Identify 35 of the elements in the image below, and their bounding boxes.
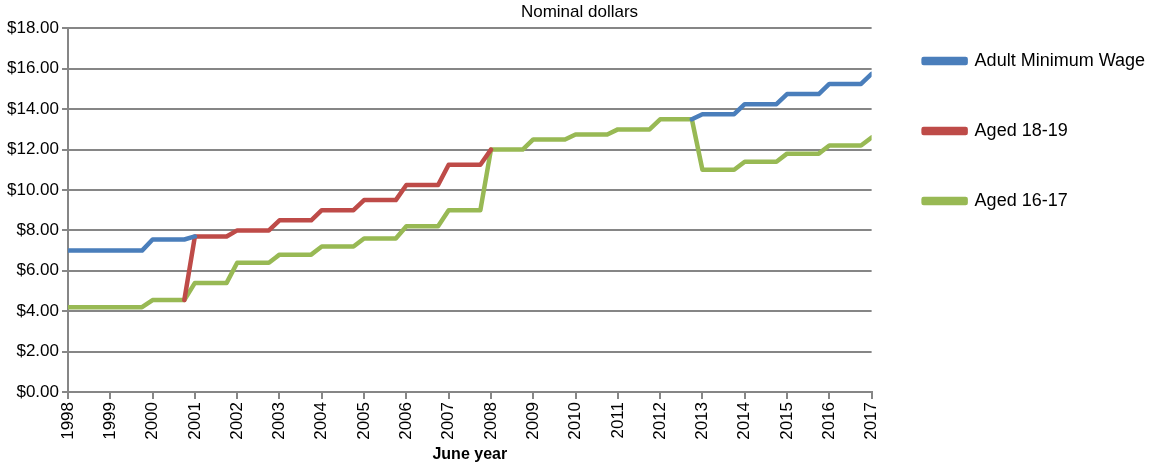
y-tick-label: $0.00: [16, 381, 59, 401]
x-tick-label: 2007: [438, 401, 458, 440]
x-tick-label: 2011: [607, 401, 627, 439]
x-tick-label: 2006: [396, 401, 416, 440]
y-tick-label: $16.00: [7, 58, 59, 78]
x-tick-label: 2013: [692, 401, 712, 440]
y-tick-label: $4.00: [16, 300, 59, 320]
x-tick-label: 2010: [565, 401, 585, 440]
x-tick-label: 2008: [480, 401, 500, 440]
x-tick-label: 2000: [142, 401, 162, 440]
x-tick-label: 1999: [99, 401, 119, 440]
y-tick-label: $6.00: [16, 260, 59, 280]
legend-label: Adult Minimum Wage: [974, 49, 1146, 70]
x-tick-label: 2004: [311, 401, 331, 440]
x-tick-label: 2009: [522, 401, 542, 440]
legend-label: Aged 16-17: [974, 189, 1068, 210]
x-tick-label: 2012: [649, 401, 669, 440]
y-tick-label: $18.00: [7, 18, 59, 38]
x-tick-label: 2001: [184, 401, 204, 440]
y-tick-label: $10.00: [7, 179, 59, 199]
y-tick-label: $12.00: [7, 139, 59, 159]
x-tick-label: 1998: [57, 401, 77, 440]
x-axis-title: June year: [432, 444, 508, 462]
x-tick-label: 2002: [226, 401, 246, 440]
x-tick-label: 2014: [734, 401, 754, 440]
x-tick-label: 2015: [776, 401, 796, 440]
x-tick-label: 2017: [861, 401, 881, 440]
y-tick-label: $14.00: [7, 98, 59, 118]
y-tick-label: $2.00: [16, 341, 59, 361]
x-tick-label: 2003: [269, 401, 289, 440]
chart-title: Nominal dollars: [520, 1, 639, 21]
legend-label: Aged 18-19: [974, 119, 1068, 140]
y-tick-label: $8.00: [16, 220, 59, 240]
x-tick-label: 2005: [353, 401, 373, 440]
x-tick-label: 2016: [819, 401, 839, 440]
